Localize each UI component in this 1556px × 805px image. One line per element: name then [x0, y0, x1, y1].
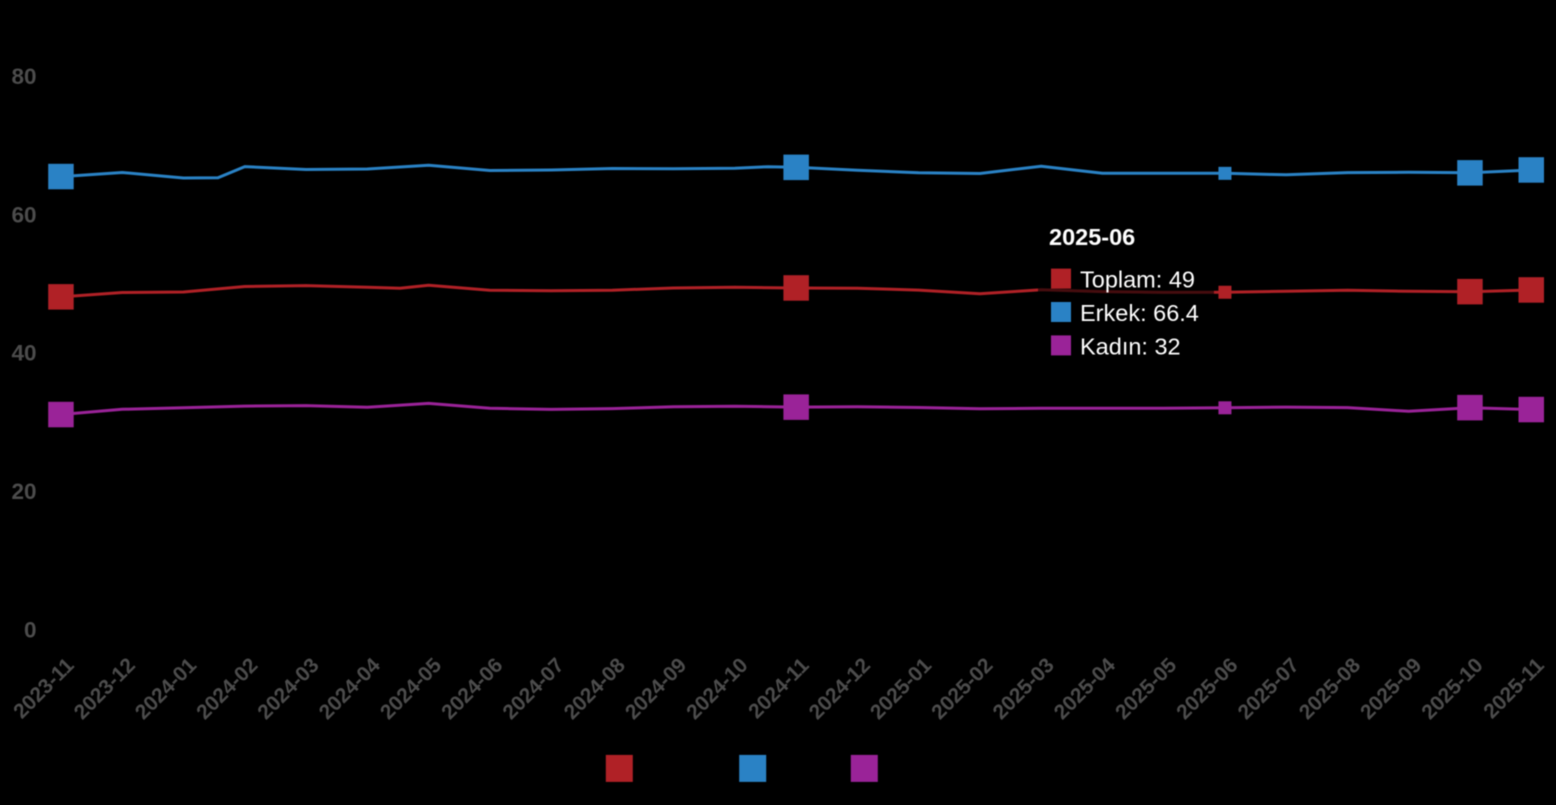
svg-text:Kadın: 32: Kadın: 32: [1080, 333, 1181, 359]
svg-text:2025-06: 2025-06: [1049, 224, 1135, 250]
svg-text:20: 20: [11, 479, 36, 504]
svg-text:Toplam: 49: Toplam: 49: [1080, 267, 1195, 293]
svg-text:0: 0: [24, 617, 37, 642]
svg-text:40: 40: [11, 341, 36, 366]
svg-text:60: 60: [11, 202, 36, 227]
svg-text:80: 80: [11, 64, 36, 89]
svg-text:Erkek: 66.4: Erkek: 66.4: [1080, 300, 1199, 326]
